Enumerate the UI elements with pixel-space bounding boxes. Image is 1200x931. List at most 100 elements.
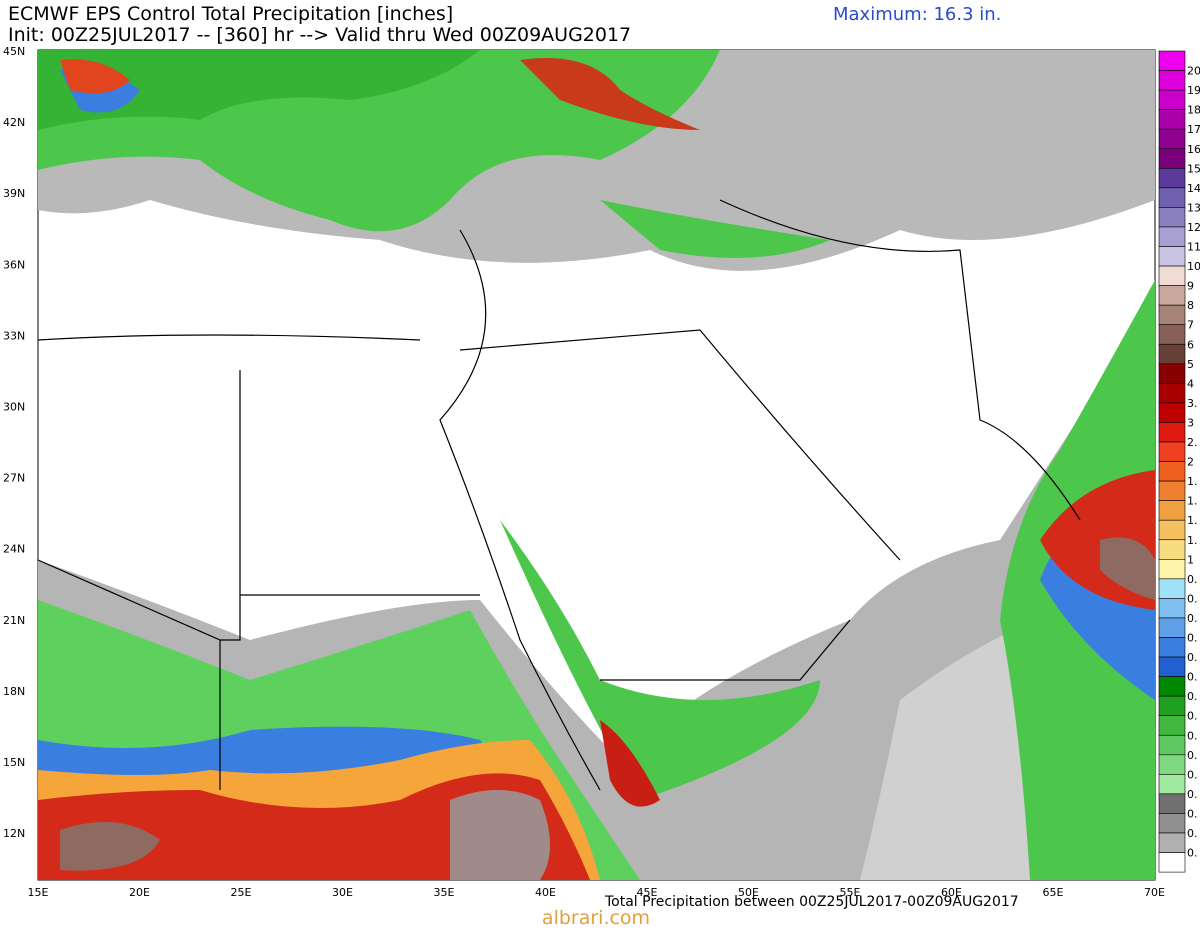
color-swatch [1158, 422, 1186, 443]
lon-label: 50E [738, 886, 759, 899]
colorbar-label: 0. [1187, 632, 1198, 645]
colorbar-label: 0. [1187, 807, 1198, 820]
color-swatch [1158, 70, 1186, 91]
color-swatch [1158, 187, 1186, 208]
color-swatch [1158, 558, 1186, 580]
color-swatch [1158, 500, 1186, 521]
color-swatch [1158, 285, 1186, 306]
lat-label: 30N [3, 401, 25, 414]
colorbar-label: 10 [1187, 260, 1200, 273]
colorbar-label: 1. [1187, 534, 1198, 547]
colorbar-label: 0. [1187, 847, 1198, 860]
colorbar-label: 1. [1187, 514, 1198, 527]
color-swatch [1158, 265, 1186, 286]
colorbar-label: 1 [1187, 553, 1194, 566]
color-swatch [1158, 226, 1186, 247]
color-swatch [1158, 754, 1186, 775]
colorbar-label: 2. [1187, 436, 1198, 449]
color-swatch [1158, 695, 1186, 717]
color-swatch [1158, 402, 1186, 423]
colorbar-label: 0. [1187, 671, 1198, 684]
lon-label: 40E [535, 886, 556, 899]
colorbar-label: 18 [1187, 104, 1200, 117]
color-swatch [1158, 813, 1186, 834]
lat-label: 24N [3, 543, 25, 556]
colorbar-label: 3. [1187, 397, 1198, 410]
color-swatch [1158, 734, 1186, 756]
lat-labels: 45N 42N 39N 36N 33N 30N 27N 24N 21N 18N 15N 12N [3, 45, 25, 840]
watermark: albrari.com [542, 907, 650, 929]
color-swatch [1158, 207, 1186, 228]
color-swatch [1158, 304, 1186, 325]
color-swatch [1158, 441, 1186, 462]
color-swatch [1158, 148, 1186, 169]
colorbar-label: 20 [1187, 65, 1200, 78]
color-swatch [1158, 656, 1186, 677]
colorbar-label: 19 [1187, 84, 1200, 97]
color-swatch [1158, 324, 1186, 345]
lon-label: 65E [1043, 886, 1064, 899]
init-line: Init: 00Z25JUL2017 -- [360] hr --> Valid… [8, 24, 631, 46]
colorbar-label: 0. [1187, 710, 1198, 723]
color-swatch [1158, 617, 1186, 638]
color-swatch [1158, 676, 1186, 697]
colorbar-label: 9 [1187, 280, 1194, 293]
lat-label: 15N [3, 756, 25, 769]
colorbar-label: 14 [1187, 182, 1200, 195]
maximum: Maximum: 16.3 in. [833, 4, 1001, 25]
color-swatch [1158, 168, 1186, 189]
colorbar-label: 3 [1187, 416, 1194, 429]
colorbar-label: 0. [1187, 592, 1198, 605]
color-swatch [1158, 715, 1186, 736]
lat-label: 18N [3, 685, 25, 698]
lon-label: 35E [434, 886, 455, 899]
colorbar-label: 7 [1187, 319, 1194, 332]
colorbar-label: 0. [1187, 827, 1198, 840]
colorbar-label: 16 [1187, 143, 1200, 156]
color-swatch [1158, 774, 1186, 795]
colorbar-label: 0. [1187, 690, 1198, 703]
lon-label: 20E [129, 886, 150, 899]
lon-label: 60E [941, 886, 962, 899]
color-swatch [1158, 363, 1186, 384]
lon-label: 45E [637, 886, 658, 899]
lon-label: 25E [231, 886, 252, 899]
map-area [37, 49, 1156, 881]
colorbar-label: 1. [1187, 475, 1198, 488]
lat-label: 27N [3, 472, 25, 485]
colorbar-label: 17 [1187, 123, 1200, 136]
lon-label: 55E [840, 886, 861, 899]
color-swatch [1158, 50, 1186, 71]
lon-label: 30E [332, 886, 353, 899]
colorbar-label: 0. [1187, 573, 1198, 586]
lat-label: 45N [3, 45, 25, 58]
color-swatch [1158, 461, 1186, 482]
colorbar: 20 19 18 17 16 15 14 13 12 11 10 9 8 7 6 5 4 3. 3 2. 2 1. 1. 1.… [1158, 50, 1200, 873]
color-swatch [1158, 519, 1186, 541]
colorbar-label: 12 [1187, 221, 1200, 234]
color-swatch [1158, 793, 1186, 814]
colorbar-label: 6 [1187, 338, 1194, 351]
colorbar-label: 0. [1187, 612, 1198, 625]
colorbar-label: 0. [1187, 768, 1198, 781]
lat-label: 42N [3, 116, 25, 129]
color-swatch [1158, 598, 1186, 619]
colorbar-label: 0. [1187, 729, 1198, 742]
colorbar-label: 1. [1187, 495, 1198, 508]
color-swatch [1158, 343, 1186, 365]
color-swatch [1158, 480, 1186, 501]
color-swatch [1158, 852, 1186, 873]
color-swatch [1158, 246, 1186, 267]
colorbar-label: 2 [1187, 456, 1194, 469]
color-swatch [1158, 128, 1186, 150]
lat-label: 21N [3, 614, 25, 627]
lat-label: 39N [3, 187, 25, 200]
colorbar-label: 0. [1187, 788, 1198, 801]
color-swatch [1158, 578, 1186, 599]
lat-label: 36N [3, 258, 25, 271]
caption: Total Precipitation between 00Z25JUL2017… [604, 894, 1019, 910]
color-swatch [1158, 383, 1186, 404]
colorbar-label: 15 [1187, 162, 1200, 175]
colorbar-label: 5 [1187, 358, 1194, 371]
